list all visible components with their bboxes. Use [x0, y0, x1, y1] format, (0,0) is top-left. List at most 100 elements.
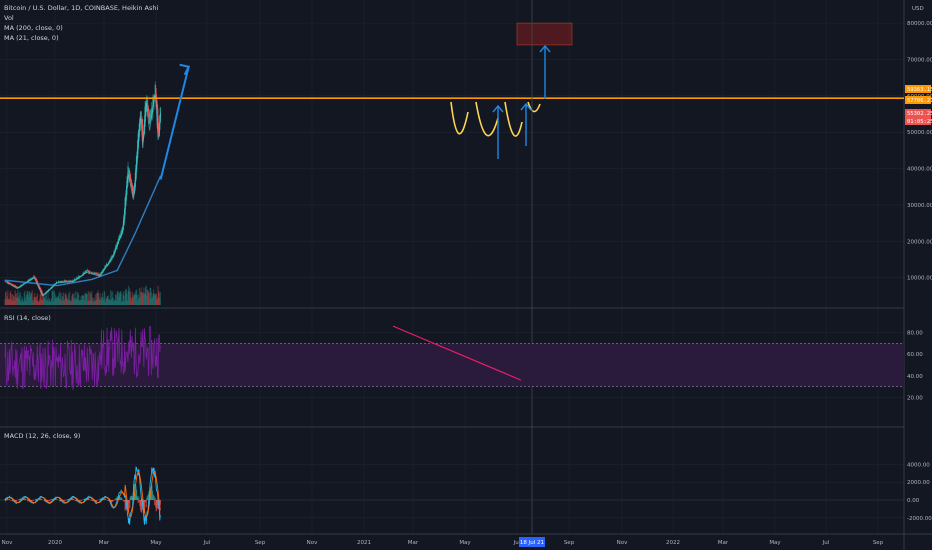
volume-bar — [44, 297, 46, 305]
up-arrows-drawing[interactable] — [492, 44, 551, 159]
volume-bar — [154, 295, 156, 305]
histogram-bar — [8, 498, 11, 500]
heikin-ashi-candles — [4, 81, 161, 296]
volume-bar — [126, 300, 129, 305]
time-tick-label: 2022 — [666, 540, 680, 546]
volume-bar — [4, 299, 6, 305]
trend-arrow-drawing[interactable] — [159, 63, 191, 180]
volume-bar — [60, 293, 62, 305]
volume-bar — [41, 290, 43, 305]
volume-bar — [140, 287, 142, 305]
volume-bar — [15, 297, 17, 305]
volume-bar — [95, 294, 97, 305]
volume-bar — [28, 297, 30, 305]
volume-bar — [27, 293, 29, 305]
cup-pattern-drawing[interactable] — [450, 101, 541, 137]
volume-bar — [8, 299, 11, 305]
volume-bar — [21, 298, 24, 305]
ma200-legend[interactable]: MA (200, close, 0) — [4, 24, 63, 32]
rsi-axis: 80.00 60.00 40.00 20.00 — [907, 331, 923, 402]
histogram-bar — [121, 498, 123, 500]
candle-body — [147, 104, 149, 111]
volume-bar — [106, 296, 108, 305]
volume-bar — [86, 294, 88, 305]
volume-bar — [116, 291, 118, 305]
candle-body — [13, 285, 15, 286]
volume-bar — [132, 296, 134, 305]
volume-bar — [121, 301, 123, 305]
price-tag-box — [905, 96, 931, 104]
volume-bar — [38, 299, 41, 305]
histogram-bar — [32, 500, 34, 501]
volume-bar — [136, 294, 138, 305]
volume-bar — [40, 290, 42, 305]
histogram-bar — [143, 500, 146, 514]
volume-bar — [49, 299, 51, 305]
histogram-bar — [135, 489, 138, 500]
rsi-divergence-line[interactable] — [392, 325, 522, 381]
macd-axis: 4000.00 2000.00 0.00 -2000.00 — [907, 462, 932, 521]
volume-bar — [150, 292, 152, 305]
volume-bar — [97, 290, 99, 305]
time-tick-label: Sep — [873, 540, 884, 546]
volume-bar — [109, 290, 112, 305]
histogram-bar — [31, 500, 33, 501]
volume-bar — [108, 298, 110, 305]
volume-bar — [44, 295, 46, 305]
histogram-bar — [154, 497, 156, 500]
ma21-legend[interactable]: MA (21, close, 0) — [4, 34, 59, 42]
volume-bar — [10, 299, 12, 305]
volume-bar — [129, 296, 131, 305]
rsi-tick-label: 80.00 — [907, 331, 923, 337]
volume-bar — [53, 290, 55, 305]
candle-body — [150, 116, 152, 117]
histogram-bar — [159, 500, 161, 505]
volume-bar — [118, 292, 121, 305]
volume-bar — [79, 300, 81, 305]
volume-bar — [81, 294, 83, 305]
volume-bar — [72, 298, 75, 305]
volume-bar — [52, 290, 54, 305]
volume-bar — [84, 294, 87, 305]
volume-bar — [35, 300, 37, 305]
volume-legend[interactable]: Vol — [4, 14, 14, 22]
rsi-legend[interactable]: RSI (14, close) — [4, 314, 51, 322]
volume-bar — [129, 288, 131, 305]
volume-bar — [39, 294, 41, 305]
histogram-bar — [141, 500, 143, 513]
arrow-head — [492, 104, 504, 113]
volume-bar — [69, 299, 71, 305]
volume-bar — [90, 292, 92, 305]
volume-bar — [14, 290, 16, 305]
histogram-bar — [55, 498, 57, 500]
price-axis[interactable]: 80000.0070000.0060000.0050000.0040000.00… — [907, 21, 932, 282]
volume-bar — [122, 291, 125, 305]
volume-bar — [90, 294, 92, 305]
volume-bar — [107, 296, 109, 305]
volume-bar — [157, 285, 159, 305]
volume-bar — [118, 296, 120, 305]
time-tick-label: Mar — [99, 540, 110, 546]
volume-bar — [47, 290, 49, 305]
candle-body — [73, 280, 75, 281]
volume-bar — [6, 296, 8, 305]
volume-bar — [45, 300, 47, 305]
candle-body — [8, 282, 11, 284]
symbol-title[interactable]: Bitcoin / U.S. Dollar, 1D, COINBASE, Hei… — [4, 4, 159, 12]
volume-bar — [96, 292, 98, 305]
volume-bar — [37, 300, 39, 305]
volume-bar — [83, 300, 85, 305]
target-zone-box[interactable] — [516, 22, 573, 46]
histogram-bar — [113, 500, 115, 501]
volume-bar — [124, 291, 126, 305]
candle-body — [59, 281, 62, 283]
macd-legend[interactable]: MACD (12, 26, close, 9) — [4, 432, 81, 440]
volume-bar — [19, 293, 21, 305]
histogram-bar — [7, 499, 9, 500]
volume-bar — [80, 299, 83, 305]
volume-bar — [133, 294, 135, 305]
volume-bar — [88, 300, 90, 305]
time-axis[interactable]: Nov 2020 Mar May Jul Sep Nov 2021 Mar May Jul 18 Ju… — [2, 537, 884, 547]
volume-bar — [110, 291, 113, 305]
